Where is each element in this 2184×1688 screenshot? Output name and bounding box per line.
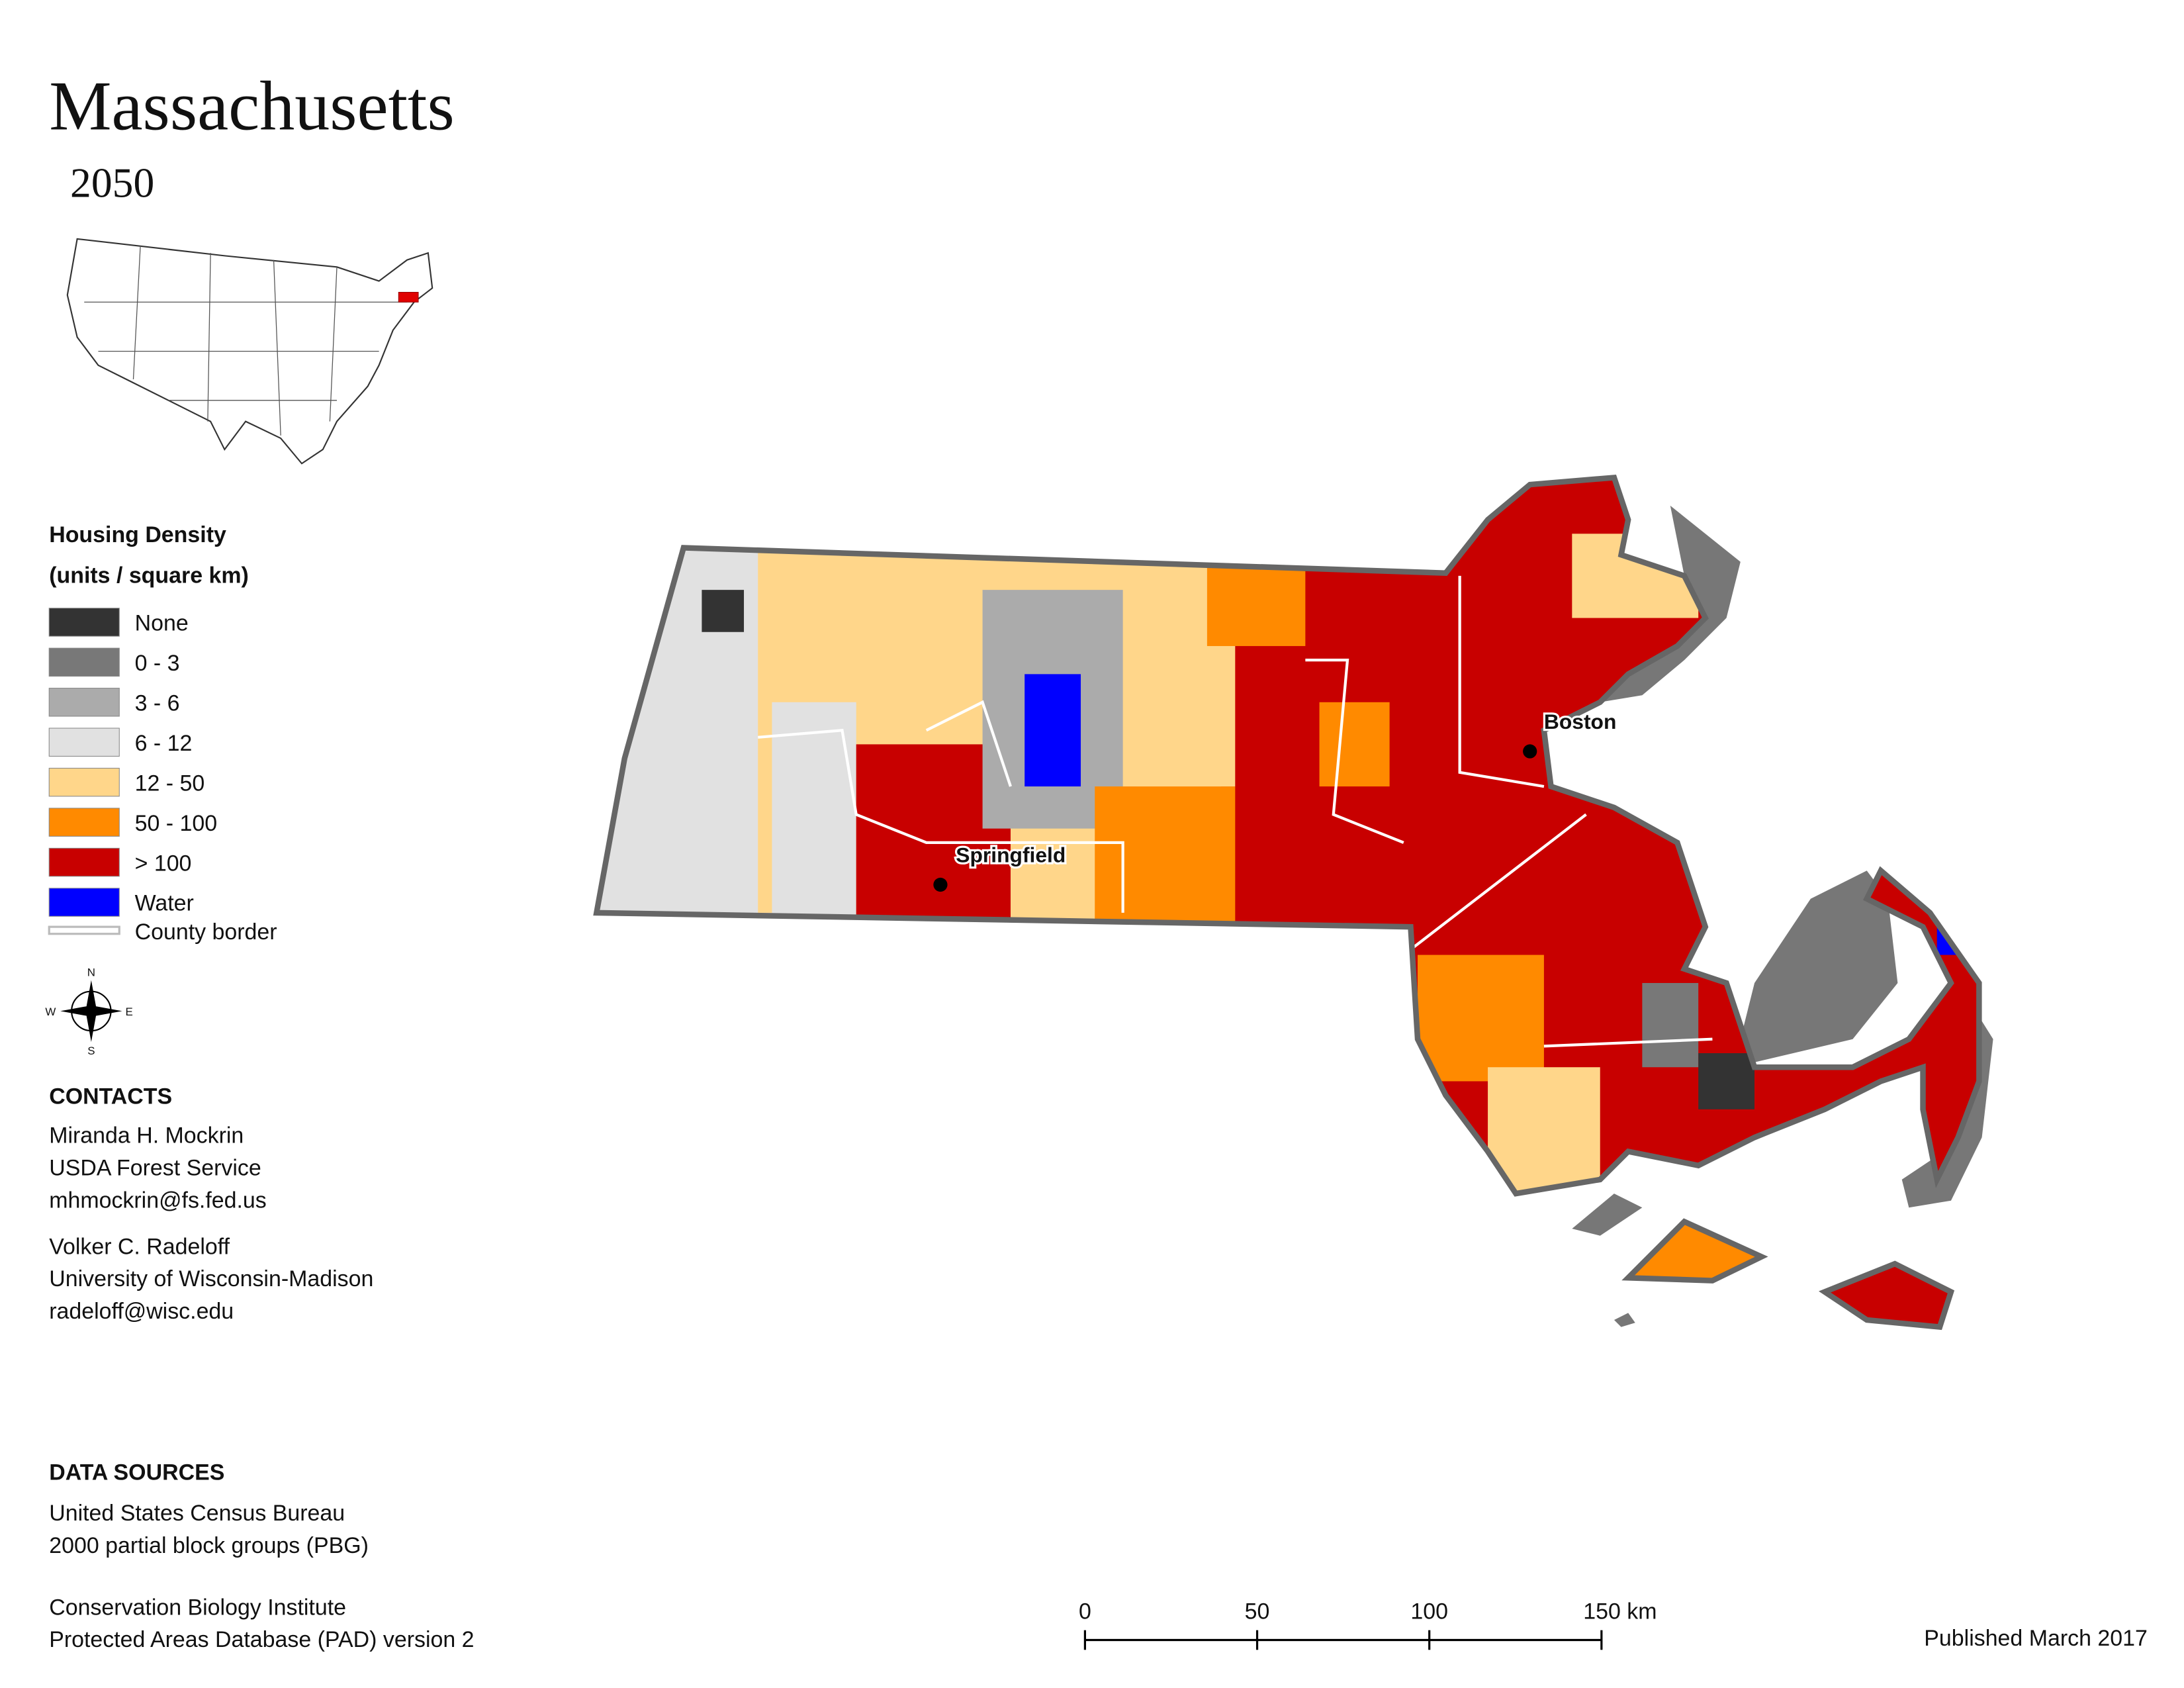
contacts-title: CONTACTS: [49, 1084, 172, 1109]
title: Massachusetts: [49, 68, 455, 145]
legend-label: County border: [135, 919, 277, 945]
legend-subtitle: (units / square km): [49, 563, 249, 588]
published-note: Published March 2017: [1924, 1626, 2148, 1651]
sources-title: DATA SOURCES: [49, 1460, 224, 1485]
legend-swatch: [48, 767, 120, 797]
legend-title: Housing Density: [49, 522, 226, 547]
legend-swatch: [48, 847, 120, 877]
source-line: Protected Areas Database (PAD) version 2: [49, 1627, 474, 1652]
contact-line: mhmockrin@fs.fed.us: [49, 1188, 267, 1213]
contact-line: radeloff@wisc.edu: [49, 1299, 234, 1324]
contact-line: USDA Forest Service: [49, 1156, 261, 1181]
scale-bar: 0 50 100 150 km: [1079, 1599, 1657, 1650]
state-map: [590, 463, 1993, 1331]
legend-swatch: [48, 647, 120, 677]
contact-line: Miranda H. Mockrin: [49, 1123, 244, 1149]
scale-label: 150 km: [1583, 1599, 1657, 1624]
legend-swatch: [48, 925, 120, 935]
scale-label: 0: [1079, 1599, 1091, 1624]
legend-swatch: [48, 888, 120, 917]
city-label: Boston: [1544, 710, 1617, 733]
legend-label: 3 - 6: [135, 691, 180, 716]
legend-swatch: [48, 688, 120, 717]
legend-swatch: [48, 727, 120, 757]
legend-swatch: [48, 608, 120, 637]
contact-line: University of Wisconsin-Madison: [49, 1266, 373, 1291]
legend-label: 6 - 12: [135, 731, 193, 756]
legend-label: None: [135, 611, 189, 636]
city-dot: [1523, 744, 1537, 759]
legend-swatch: [48, 808, 120, 837]
svg-text:W: W: [45, 1006, 56, 1018]
legend-label: Water: [135, 891, 194, 916]
city-label: Springfield: [956, 843, 1066, 867]
svg-text:S: S: [87, 1045, 95, 1057]
us-inset-map: [66, 238, 433, 465]
data-sources: DATA SOURCES United States Census Bureau…: [49, 1460, 474, 1652]
legend-label: > 100: [135, 851, 192, 876]
legend-label: 12 - 50: [135, 771, 205, 796]
city-dot: [933, 877, 948, 892]
scale-label: 100: [1410, 1599, 1448, 1624]
compass: N S W E: [45, 966, 132, 1057]
legend: Housing Density (units / square km) None…: [48, 522, 277, 945]
scale-label: 50: [1245, 1599, 1270, 1624]
contacts: CONTACTS Miranda H. Mockrin USDA Forest S…: [49, 1084, 373, 1323]
source-line: Conservation Biology Institute: [49, 1595, 346, 1620]
contact-line: Volker C. Radeloff: [49, 1234, 230, 1259]
subtitle: 2050: [70, 159, 154, 206]
legend-label: 50 - 100: [135, 811, 217, 836]
svg-text:N: N: [87, 966, 95, 978]
city-labels: Boston Springfield: [933, 708, 1619, 892]
source-line: 2000 partial block groups (PBG): [49, 1533, 369, 1558]
legend-label: 0 - 3: [135, 651, 180, 676]
svg-text:E: E: [125, 1006, 132, 1018]
source-line: United States Census Bureau: [49, 1501, 345, 1526]
